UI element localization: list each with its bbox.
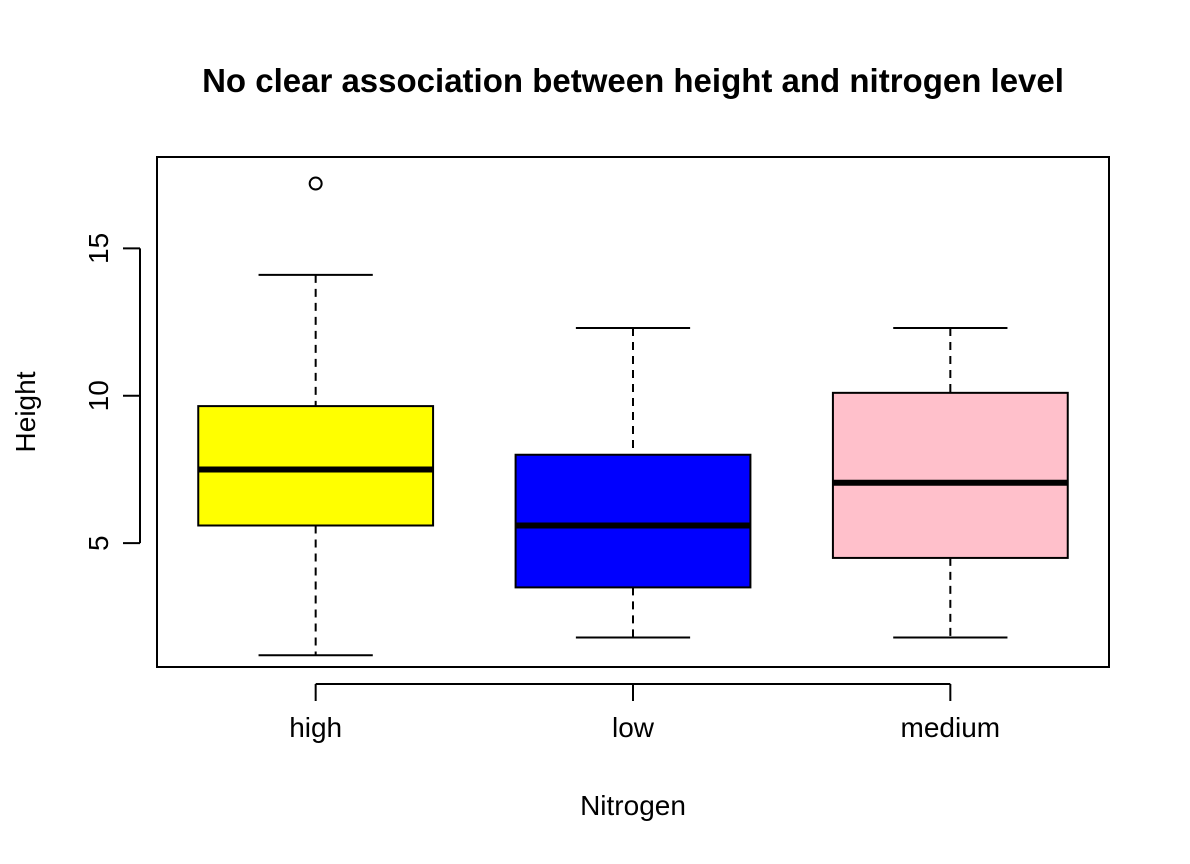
plot-frame bbox=[156, 156, 1110, 668]
x-tick-label: low bbox=[612, 712, 655, 743]
boxes bbox=[197, 176, 1069, 657]
x-axis-label: Nitrogen bbox=[580, 790, 686, 821]
y-axis: 5 10 15 bbox=[83, 233, 141, 551]
y-tick-label: 10 bbox=[83, 380, 114, 411]
box-high bbox=[197, 176, 435, 657]
x-axis: high low medium bbox=[289, 683, 1001, 743]
iqr-box bbox=[831, 391, 1069, 559]
x-tick-label: medium bbox=[901, 712, 1001, 743]
y-axis-label: Height bbox=[10, 371, 41, 452]
chart-title: No clear association between height and … bbox=[202, 62, 1064, 99]
outlier-point bbox=[308, 176, 323, 191]
box-low bbox=[514, 326, 752, 639]
y-tick-label: 15 bbox=[83, 233, 114, 264]
iqr-box bbox=[514, 453, 752, 589]
iqr-box bbox=[197, 405, 435, 527]
x-tick-label: high bbox=[289, 712, 342, 743]
y-tick-label: 5 bbox=[83, 535, 114, 551]
box-medium bbox=[831, 326, 1069, 639]
